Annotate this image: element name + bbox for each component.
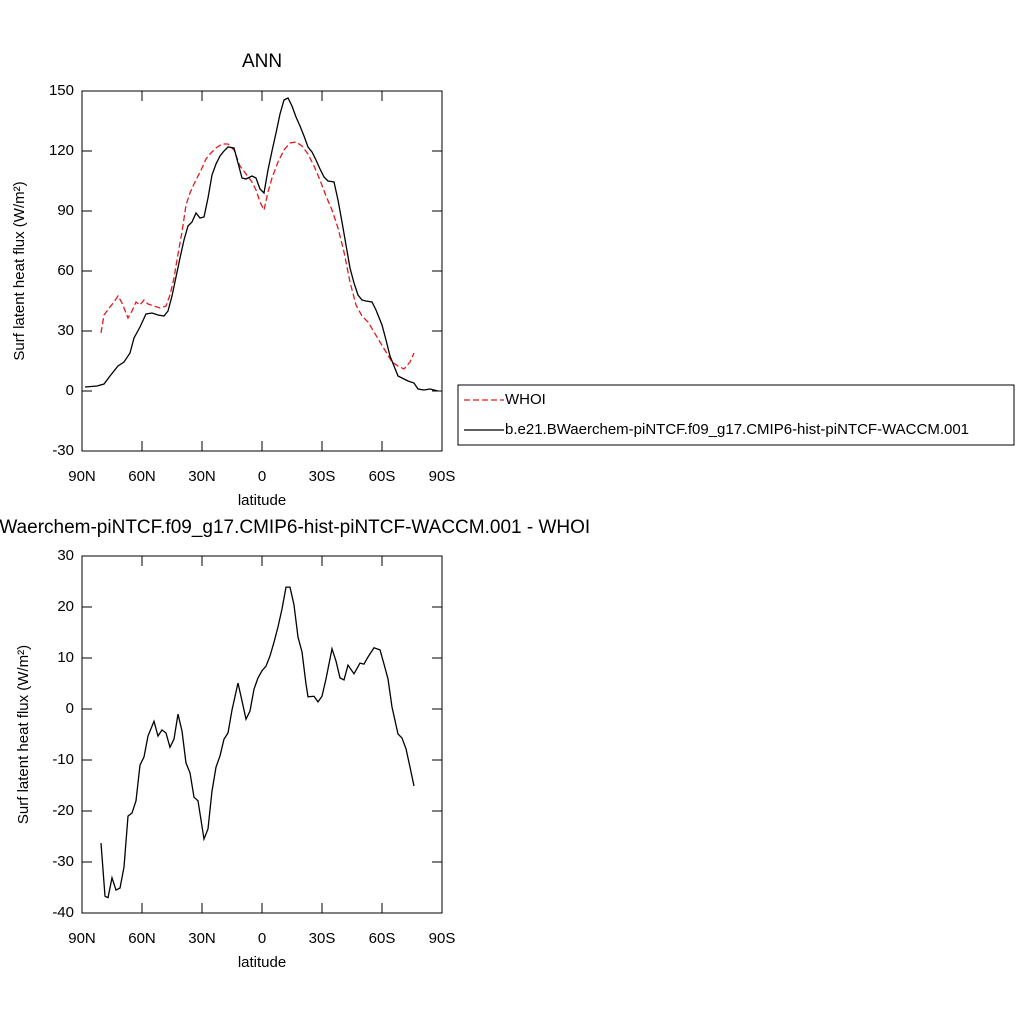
y-tick-label: 10 xyxy=(57,649,74,666)
x-tick-label: 30N xyxy=(188,930,216,947)
x-tick-label: 60N xyxy=(128,930,156,947)
x-tick-label: 60S xyxy=(369,468,396,485)
y-tick-label: 0 xyxy=(66,382,74,399)
line xyxy=(84,97,439,392)
plot-frame xyxy=(81,90,443,452)
line xyxy=(100,141,415,370)
y-tick-label: -10 xyxy=(52,751,74,768)
x-tick-label: 90S xyxy=(429,930,456,947)
y-tick-label: 60 xyxy=(57,262,74,279)
x-axis-label: latitude xyxy=(238,492,286,509)
x-tick-label: 30S xyxy=(309,468,336,485)
y-tick-label: 90 xyxy=(57,202,74,219)
legend-label: b.e21.BWaerchem-piNTCF.f09_g17.CMIP6-his… xyxy=(505,421,969,438)
legend-label: WHOI xyxy=(505,391,546,408)
y-tick-label: -20 xyxy=(52,802,74,819)
y-tick-label: 150 xyxy=(49,82,74,99)
legend-box xyxy=(457,384,1015,446)
y-axis-label: Surf latent heat flux (W/m²) xyxy=(15,645,32,824)
x-axis-label: latitude xyxy=(238,954,286,971)
y-tick-label: -30 xyxy=(52,853,74,870)
y-axis-label: Surf latent heat flux (W/m²) xyxy=(11,181,28,360)
plot-frame xyxy=(81,555,443,914)
line xyxy=(100,586,415,899)
x-tick-label: 30N xyxy=(188,468,216,485)
y-tick-label: -30 xyxy=(52,442,74,459)
x-tick-label: 90N xyxy=(68,468,96,485)
x-tick-label: 90N xyxy=(68,930,96,947)
y-tick-label: 30 xyxy=(57,547,74,564)
chart-title: b.e21.BWaerchem-piNTCF.f09_g17.CMIP6-his… xyxy=(0,517,590,538)
y-tick-label: 120 xyxy=(49,142,74,159)
x-tick-label: 0 xyxy=(258,468,266,485)
chart-title: ANN xyxy=(242,51,282,72)
y-tick-label: 20 xyxy=(57,598,74,615)
x-tick-label: 90S xyxy=(429,468,456,485)
x-tick-label: 60N xyxy=(128,468,156,485)
y-tick-label: 30 xyxy=(57,322,74,339)
x-tick-label: 0 xyxy=(258,930,266,947)
y-tick-label: -40 xyxy=(52,904,74,921)
y-tick-label: 0 xyxy=(66,700,74,717)
x-tick-label: 30S xyxy=(309,930,336,947)
x-tick-label: 60S xyxy=(369,930,396,947)
